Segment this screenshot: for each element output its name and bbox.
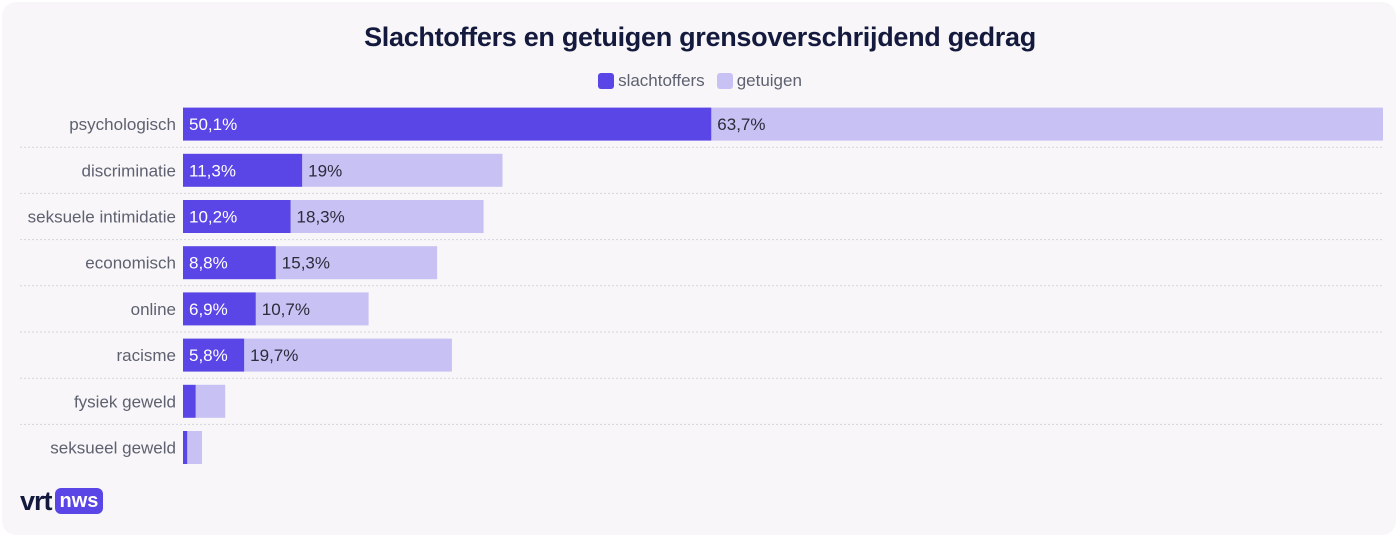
category-label-economisch: economisch [85, 254, 176, 273]
category-label-online: online [131, 300, 176, 319]
legend-item-slachtoffers: slachtoffers [598, 71, 705, 91]
bar-getuigen-online [255, 292, 369, 326]
category-label-seksuele-intimidatie: seksuele intimidatie [28, 208, 176, 227]
bar-slachtoffers-fysiek-geweld [183, 384, 196, 418]
category-label-racisme: racisme [116, 346, 176, 365]
category-label-discriminatie: discriminatie [82, 161, 176, 180]
bar-slachtoffers-discriminatie [183, 153, 303, 187]
legend-swatch-slachtoffers [598, 73, 615, 89]
bar-getuigen-economisch [275, 246, 438, 280]
value-label-slachtoffers-racisme: 5,8% [189, 346, 228, 365]
legend-label-slachtoffers: slachtoffers [618, 71, 705, 90]
legend-swatch-getuigen [716, 73, 733, 89]
vrt-nws-logo: vrt nws [20, 486, 104, 516]
bar-slachtoffers-psychologisch [183, 107, 712, 141]
bar-slachtoffers-seksueel-geweld [183, 431, 188, 464]
value-label-getuigen-economisch: 15,3% [282, 254, 330, 273]
value-label-getuigen-racisme: 19,7% [250, 346, 298, 365]
value-label-getuigen-online: 10,7% [262, 300, 310, 319]
bar-getuigen-psychologisch [711, 107, 1383, 141]
value-label-slachtoffers-economisch: 8,8% [189, 254, 228, 273]
value-label-getuigen-seksuele-intimidatie: 18,3% [297, 208, 345, 227]
category-label-psychologisch: psychologisch [69, 115, 176, 134]
bar-getuigen-fysiek-geweld [195, 384, 226, 418]
bar-slachtoffers-online [183, 292, 256, 326]
bar-slachtoffers-racisme [183, 338, 245, 372]
chart-title: Slachtoffers en getuigen grensoverschrij… [364, 22, 1036, 52]
bar-getuigen-racisme [244, 338, 452, 372]
value-label-slachtoffers-online: 6,9% [189, 300, 228, 319]
value-label-slachtoffers-discriminatie: 11,3% [189, 161, 236, 180]
logo-vrt-text: vrt [20, 486, 53, 516]
category-label-seksueel-geweld: seksueel geweld [50, 439, 176, 458]
bar-getuigen-seksuele-intimidatie [290, 200, 484, 233]
value-label-getuigen-discriminatie: 19% [308, 161, 342, 180]
value-label-getuigen-psychologisch: 63,7% [717, 115, 765, 134]
value-label-slachtoffers-seksuele-intimidatie: 10,2% [189, 208, 237, 227]
legend-item-getuigen: getuigen [716, 71, 802, 91]
bar-getuigen-discriminatie [302, 153, 503, 187]
chart-legend: slachtoffers getuigen [0, 71, 1400, 91]
category-label-fysiek-geweld: fysiek geweld [74, 392, 176, 411]
logo-nws-badge: nws [54, 488, 104, 514]
legend-label-getuigen: getuigen [736, 71, 802, 90]
bar-getuigen-seksueel-geweld [187, 431, 202, 464]
bar-slachtoffers-seksuele-intimidatie [183, 200, 291, 233]
value-label-slachtoffers-psychologisch: 50,1% [189, 115, 237, 134]
bar-slachtoffers-economisch [183, 246, 276, 280]
